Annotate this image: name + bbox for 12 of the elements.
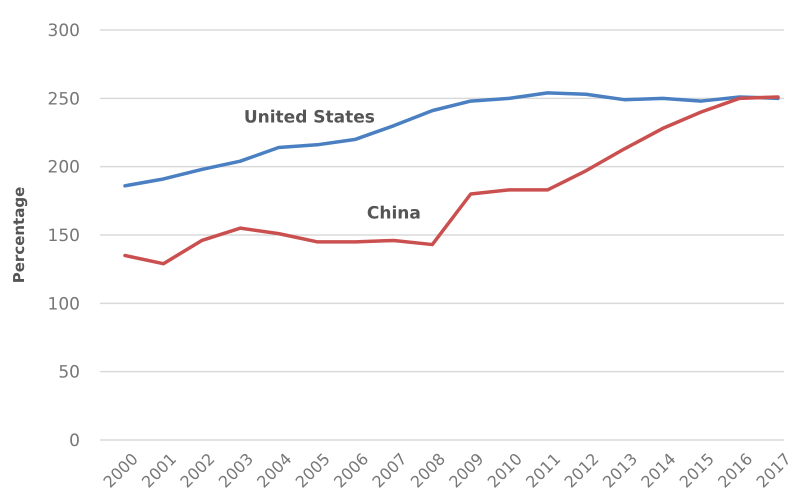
y-tick-label: 50 <box>58 362 80 383</box>
line-series <box>123 95 780 266</box>
y-tick-label: 0 <box>69 430 80 451</box>
y-tick-label: 300 <box>48 20 80 41</box>
series-label: United States <box>244 108 375 128</box>
y-tick-label: 200 <box>48 158 80 178</box>
y-axis-title: Percentage <box>10 186 28 284</box>
line-series <box>123 91 780 188</box>
y-tick-label: 100 <box>48 294 80 314</box>
series-label: China <box>366 203 421 224</box>
y-tick-label: 250 <box>48 89 80 110</box>
y-tick-label: 150 <box>48 226 80 246</box>
